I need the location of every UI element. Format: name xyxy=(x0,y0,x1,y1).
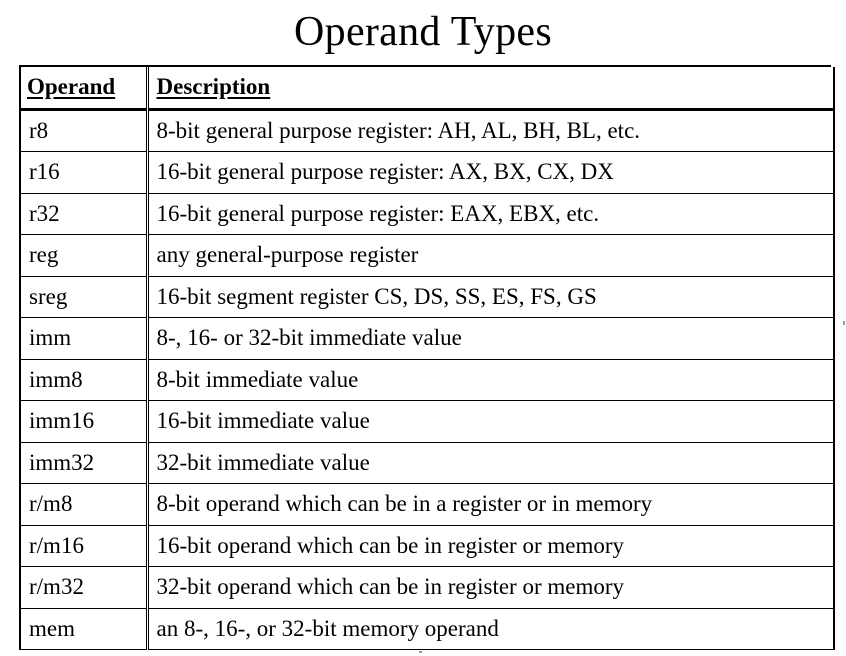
column-header-operand: Operand xyxy=(19,67,149,111)
operand-cell: reg xyxy=(19,234,149,277)
table-row: r32 16-bit general purpose register: EAX… xyxy=(19,192,835,235)
operand-cell: imm16 xyxy=(19,400,149,443)
table-row: r/m32 32-bit operand which can be in reg… xyxy=(19,566,835,609)
description-cell: 16-bit general purpose register: EAX, EB… xyxy=(146,192,835,235)
description-cell: 16-bit segment register CS, DS, SS, ES, … xyxy=(146,275,835,318)
edge-artifact xyxy=(843,321,845,325)
operand-cell: imm32 xyxy=(19,441,149,484)
operand-cell: mem xyxy=(19,607,149,650)
table-row: imm8 8-bit immediate value xyxy=(19,358,835,401)
description-cell: 8-bit operand which can be in a register… xyxy=(146,483,835,526)
description-cell: 16-bit general purpose register: AX, BX,… xyxy=(146,151,835,194)
page-title: Operand Types xyxy=(294,9,552,55)
description-cell: 8-, 16- or 32-bit immediate value xyxy=(146,317,835,360)
table-row: reg any general-purpose register xyxy=(19,234,835,277)
table-row: r/m16 16-bit operand which can be in reg… xyxy=(19,524,835,567)
description-cell: 32-bit immediate value xyxy=(146,441,835,484)
column-header-description: Description xyxy=(146,67,835,111)
operand-cell: r8 xyxy=(19,108,149,152)
table-row: sreg 16-bit segment register CS, DS, SS,… xyxy=(19,275,835,318)
description-cell: an 8-, 16-, or 32-bit memory operand xyxy=(146,607,835,650)
table-row: mem an 8-, 16-, or 32-bit memory operand xyxy=(19,607,835,650)
edge-artifact-bottom xyxy=(419,651,422,653)
operand-table-container: Operand Description r8 8-bit general pur… xyxy=(19,65,835,650)
operand-cell: imm xyxy=(19,317,149,360)
description-cell: any general-purpose register xyxy=(146,234,835,277)
table-row: imm32 32-bit immediate value xyxy=(19,441,835,484)
table-row: r8 8-bit general purpose register: AH, A… xyxy=(19,108,835,152)
table-row: imm16 16-bit immediate value xyxy=(19,400,835,443)
operand-cell: r/m8 xyxy=(19,483,149,526)
operand-cell: r32 xyxy=(19,192,149,235)
operand-types-table: Operand Description r8 8-bit general pur… xyxy=(19,67,835,650)
operand-cell: r/m16 xyxy=(19,524,149,567)
operand-cell: r16 xyxy=(19,151,149,194)
operand-cell: sreg xyxy=(19,275,149,318)
table-row: r/m8 8-bit operand which can be in a reg… xyxy=(19,483,835,526)
table-row: imm 8-, 16- or 32-bit immediate value xyxy=(19,317,835,360)
description-cell: 8-bit general purpose register: AH, AL, … xyxy=(146,108,835,152)
table-header-row: Operand Description xyxy=(19,67,835,111)
table-row: r16 16-bit general purpose register: AX,… xyxy=(19,151,835,194)
description-cell: 8-bit immediate value xyxy=(146,358,835,401)
table-top-rule xyxy=(19,65,831,67)
description-cell: 32-bit operand which can be in register … xyxy=(146,566,835,609)
description-cell: 16-bit operand which can be in register … xyxy=(146,524,835,567)
operand-cell: imm8 xyxy=(19,358,149,401)
operand-cell: r/m32 xyxy=(19,566,149,609)
description-cell: 16-bit immediate value xyxy=(146,400,835,443)
